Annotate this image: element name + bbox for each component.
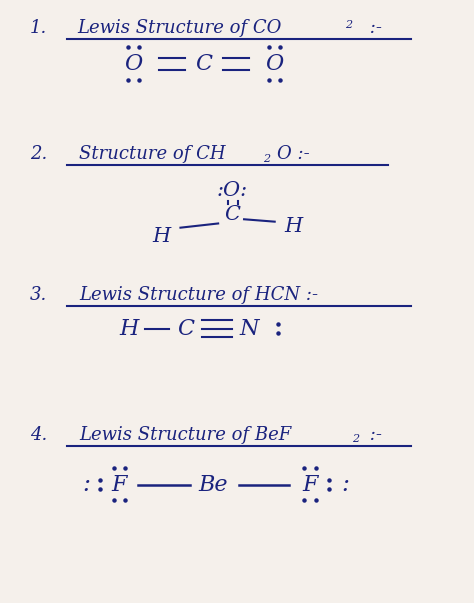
Text: C: C (224, 205, 240, 224)
Text: O: O (124, 54, 143, 75)
Text: Lewis Structure of BeF: Lewis Structure of BeF (79, 426, 292, 444)
Text: O :-: O :- (277, 145, 310, 163)
Text: Lewis Structure of CO: Lewis Structure of CO (77, 19, 281, 37)
Text: :O:: :O: (217, 181, 248, 200)
Text: H: H (153, 227, 171, 246)
Text: Lewis Structure of HCN :-: Lewis Structure of HCN :- (79, 286, 318, 305)
Text: :-: :- (364, 426, 382, 444)
Text: F: F (302, 473, 318, 496)
Text: O: O (265, 54, 284, 75)
Text: Be: Be (199, 473, 228, 496)
Text: Structure of CH: Structure of CH (79, 145, 226, 163)
Text: 2: 2 (353, 434, 360, 444)
Text: 4.: 4. (30, 426, 47, 444)
Text: 3.: 3. (30, 286, 47, 305)
Text: :-: :- (364, 19, 382, 37)
Text: F: F (111, 473, 127, 496)
Text: N: N (239, 318, 258, 339)
Text: H: H (119, 318, 138, 339)
Text: 1.: 1. (30, 19, 47, 37)
Text: 2.: 2. (30, 145, 47, 163)
Text: C: C (195, 54, 212, 75)
Text: C: C (177, 318, 194, 339)
Text: 2: 2 (346, 21, 353, 30)
Text: :: : (341, 473, 349, 496)
Text: :: : (82, 473, 90, 496)
Text: H: H (284, 217, 303, 236)
Text: 2: 2 (263, 154, 270, 163)
